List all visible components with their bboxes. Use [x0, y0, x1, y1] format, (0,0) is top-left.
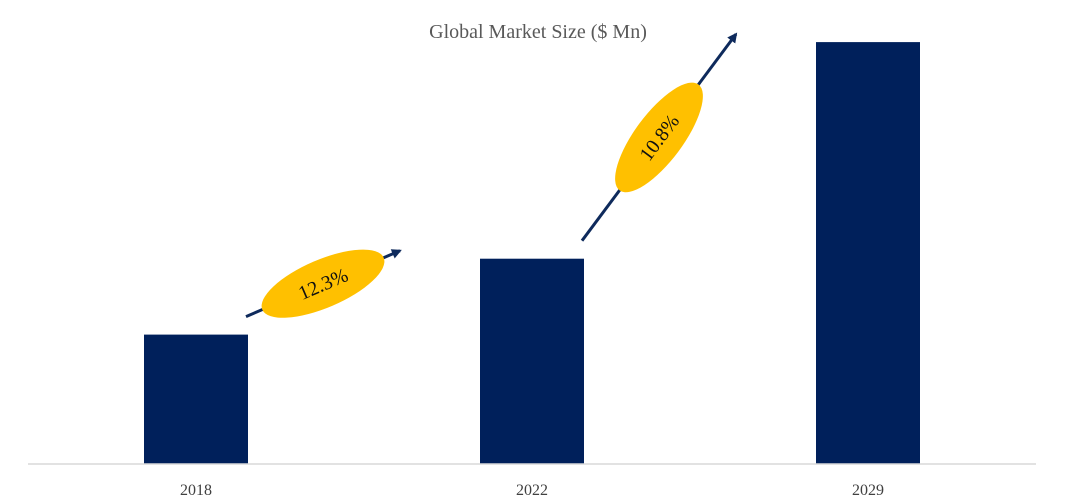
bars-layer [144, 42, 920, 464]
growth-badge-shape [615, 82, 703, 193]
x-tick-label-2029: 2029 [852, 482, 884, 499]
x-tick-label-2022: 2022 [516, 482, 548, 499]
growth-badge-1: 12.3% [261, 249, 385, 318]
x-tick-labels: 2018 2022 2029 [180, 482, 884, 499]
growth-annotations: 12.3% 10.8% [245, 32, 738, 318]
bar-2018 [144, 334, 248, 464]
x-tick-label-2018: 2018 [180, 482, 212, 499]
bar-2029 [816, 42, 920, 464]
growth-badge-2: 10.8% [615, 82, 703, 193]
bar-2022 [480, 258, 584, 464]
chart-title: Global Market Size ($ Mn) [429, 21, 647, 43]
growth-badge-shape [261, 249, 385, 318]
